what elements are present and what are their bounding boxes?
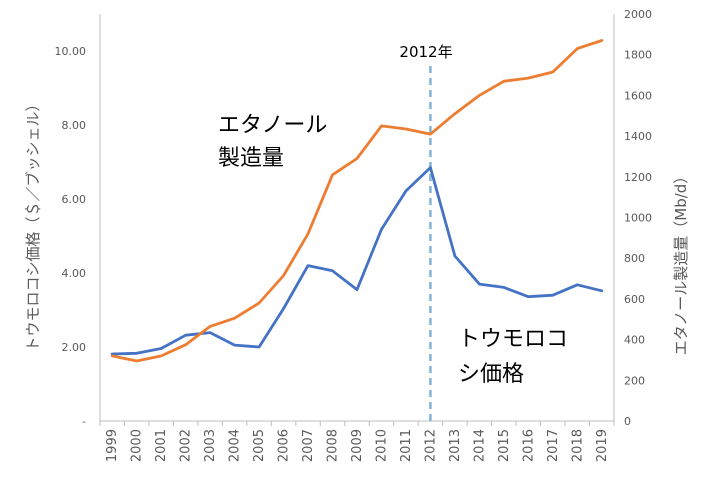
x-tick-label: 2019 bbox=[595, 429, 610, 462]
left-tick-label: 4.00 bbox=[62, 267, 87, 280]
ethanol-annotation-line1: エタノール bbox=[218, 113, 327, 138]
right-axis-title: エタノール製造量（Mb/d） bbox=[672, 169, 690, 356]
left-tick-label: 2.00 bbox=[62, 341, 87, 354]
x-tick-label: 2016 bbox=[521, 429, 536, 462]
right-axis-ticks: 0 200 400 600 800 1000 1200 1400 1600 1800 2000 bbox=[624, 8, 652, 428]
x-tick-label: 2002 bbox=[179, 429, 194, 462]
corn-price-line bbox=[110, 166, 604, 356]
left-axis-ticks: - 2.00 4.00 6.00 8.00 10.00 bbox=[55, 45, 87, 428]
left-tick-label: 6.00 bbox=[62, 193, 87, 206]
x-tick-label: 2009 bbox=[350, 429, 365, 462]
right-tick-label: 400 bbox=[624, 334, 645, 347]
x-tick-label: 2001 bbox=[154, 429, 169, 462]
ethanol-annotation-line2: 製造量 bbox=[218, 146, 284, 171]
x-tick-label: 2014 bbox=[472, 429, 487, 462]
right-tick-label: 2000 bbox=[624, 8, 652, 21]
x-tick-label: 2007 bbox=[301, 429, 316, 462]
x-tick-label: 2012 bbox=[423, 429, 438, 462]
x-tick-label: 2018 bbox=[570, 429, 585, 462]
right-tick-label: 800 bbox=[624, 252, 645, 265]
x-tick-label: 2013 bbox=[448, 429, 463, 462]
x-tick-label: 2006 bbox=[277, 429, 292, 462]
axes bbox=[99, 14, 615, 422]
x-tick-label: 2011 bbox=[399, 429, 414, 462]
x-tick-label: 2005 bbox=[252, 429, 267, 462]
x-tick-label: 2010 bbox=[374, 429, 389, 462]
right-tick-label: 1400 bbox=[624, 130, 652, 143]
x-tick-label: 2003 bbox=[203, 429, 218, 462]
x-tick-label: 1999 bbox=[105, 429, 120, 462]
x-axis-ticks: 1999 2000 2001 2002 2003 2004 2005 2006 2007 2008… bbox=[99, 421, 615, 462]
right-tick-label: 1800 bbox=[624, 49, 652, 62]
marker-label: 2012年 bbox=[399, 43, 452, 61]
x-tick-label: 2017 bbox=[546, 429, 561, 462]
corn-annotation-line2: シ価格 bbox=[458, 362, 524, 387]
left-tick-label: 10.00 bbox=[55, 45, 87, 58]
corn-annotation-line1: トウモロコ bbox=[458, 327, 568, 352]
right-tick-label: 600 bbox=[624, 293, 645, 306]
x-tick-label: 2000 bbox=[130, 429, 145, 462]
series-group bbox=[110, 39, 604, 363]
right-tick-label: 200 bbox=[624, 374, 645, 387]
x-tick-label: 2004 bbox=[228, 429, 243, 462]
left-axis-title: トウモロコシ価格（＄／ブッシェル） bbox=[24, 96, 42, 351]
right-tick-label: 1200 bbox=[624, 171, 652, 184]
left-tick-label: - bbox=[82, 415, 86, 428]
ethanol-production-line bbox=[110, 39, 604, 363]
right-tick-label: 0 bbox=[624, 415, 631, 428]
right-tick-label: 1600 bbox=[624, 89, 652, 102]
right-tick-label: 1000 bbox=[624, 212, 652, 225]
x-tick-label: 2008 bbox=[326, 429, 341, 462]
x-tick-label: 2015 bbox=[497, 429, 512, 462]
left-tick-label: 8.00 bbox=[62, 119, 87, 132]
